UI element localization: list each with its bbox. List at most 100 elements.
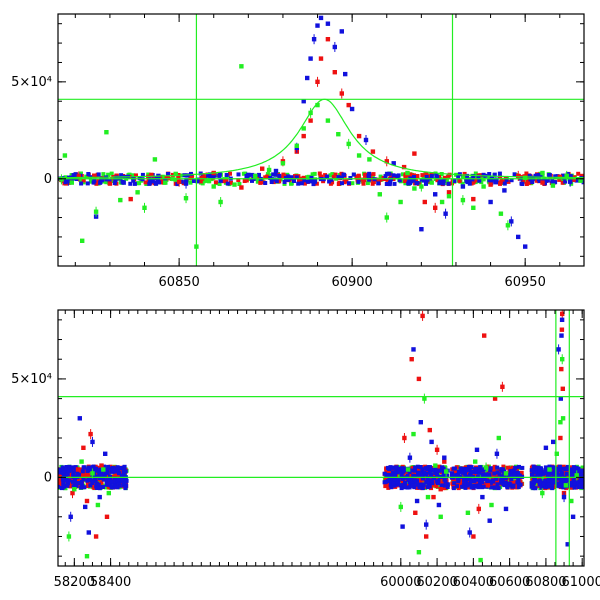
baseline-point-blue (74, 481, 79, 486)
data-point-green (419, 181, 424, 192)
baseline-point-red (317, 171, 322, 176)
baseline-point-green (540, 173, 545, 178)
data-point-green (446, 194, 452, 199)
baseline-point-blue (537, 482, 542, 487)
baseline-point-blue (574, 178, 579, 183)
baseline-point-blue (121, 467, 126, 472)
baseline-point-blue (495, 470, 500, 475)
baseline-point-blue (415, 181, 420, 185)
baseline-point-blue (477, 483, 482, 488)
data-point-blue (509, 216, 514, 227)
baseline-point-blue (382, 471, 387, 476)
baseline-point-blue (71, 484, 76, 489)
baseline-point-red (386, 485, 391, 490)
baseline-point-blue (415, 482, 420, 487)
data-point-blue (308, 56, 313, 61)
baseline-point-blue (545, 178, 550, 183)
data-point-red (471, 534, 476, 539)
baseline-point-blue (427, 177, 432, 182)
baseline-point-red (403, 175, 408, 180)
x-tick-label: 60600 (489, 575, 530, 590)
data-point-green (183, 193, 189, 204)
baseline-point-red (537, 476, 542, 481)
baseline-point-blue (520, 182, 525, 186)
data-point-blue (121, 180, 126, 185)
y-tick-label: 0 (44, 172, 52, 187)
baseline-point-blue (82, 485, 87, 490)
baseline-point-blue (537, 179, 542, 183)
data-point-blue (311, 34, 317, 45)
baseline-point-blue (413, 474, 418, 479)
baseline-point-blue (395, 470, 400, 475)
baseline-point-blue (412, 479, 417, 484)
data-point-blue (86, 530, 91, 535)
baseline-point-green (104, 180, 109, 185)
baseline-point-blue (515, 480, 520, 485)
baseline-point-red (363, 173, 368, 178)
baseline-point-blue (572, 481, 577, 486)
baseline-point-blue (574, 465, 579, 470)
baseline-point-blue (469, 465, 474, 470)
baseline-point-red (67, 474, 71, 479)
baseline-point-red (86, 484, 91, 488)
data-point-red (488, 182, 493, 187)
baseline-point-blue (420, 486, 425, 491)
data-point-blue (418, 420, 423, 425)
baseline-point-blue (539, 485, 544, 490)
baseline-point-green (460, 181, 465, 186)
baseline-point-blue (579, 481, 584, 486)
data-point-green (560, 416, 566, 421)
baseline-point-blue (548, 470, 553, 474)
baseline-point-blue (452, 179, 457, 183)
baseline-point-blue (469, 485, 474, 490)
baseline-point-blue (339, 175, 344, 180)
baseline-point-blue (495, 465, 500, 470)
data-point-green (498, 211, 504, 216)
data-point-blue (349, 106, 355, 112)
baseline-point-green (535, 481, 540, 486)
data-point-red (128, 196, 133, 202)
baseline-point-blue (329, 177, 334, 182)
data-point-red (476, 503, 481, 514)
baseline-point-blue (98, 476, 102, 480)
baseline-point-red (371, 180, 376, 185)
x-tick-label: 60400 (453, 575, 494, 590)
baseline-point-blue (578, 478, 583, 483)
baseline-point-blue (431, 476, 436, 480)
baseline-point-blue (102, 464, 107, 469)
baseline-point-blue (116, 468, 121, 473)
baseline-point-blue (195, 179, 200, 184)
baseline-point-blue (547, 173, 552, 177)
data-point-red (99, 463, 104, 468)
data-point-green (554, 451, 559, 456)
baseline-point-blue (465, 468, 470, 473)
baseline-point-blue (493, 179, 498, 184)
data-point-green (80, 238, 85, 243)
data-point-blue (97, 494, 102, 500)
baseline-point-blue (98, 180, 103, 185)
baseline-point-blue (80, 469, 85, 474)
baseline-point-blue (273, 172, 278, 177)
data-point-blue (550, 180, 556, 185)
data-point-green (142, 202, 147, 213)
baseline-point-green (173, 177, 178, 182)
baseline-point-green (365, 181, 370, 186)
data-point-blue (400, 524, 405, 529)
baseline-point-blue (391, 173, 396, 178)
baseline-point-blue (73, 465, 78, 470)
baseline-point-red (569, 485, 574, 490)
baseline-point-blue (425, 485, 430, 490)
baseline-point-green (109, 171, 114, 176)
baseline-point-blue (391, 481, 396, 486)
data-point-red (88, 429, 93, 440)
baseline-point-blue (124, 478, 129, 483)
baseline-point-red (499, 177, 504, 182)
baseline-point-blue (456, 479, 461, 484)
baseline-point-blue (451, 466, 456, 471)
data-point-green (72, 487, 77, 492)
data-point-green (438, 514, 443, 519)
baseline-point-blue (346, 181, 351, 186)
baseline-point-blue (96, 172, 101, 177)
baseline-point-blue (452, 473, 457, 478)
